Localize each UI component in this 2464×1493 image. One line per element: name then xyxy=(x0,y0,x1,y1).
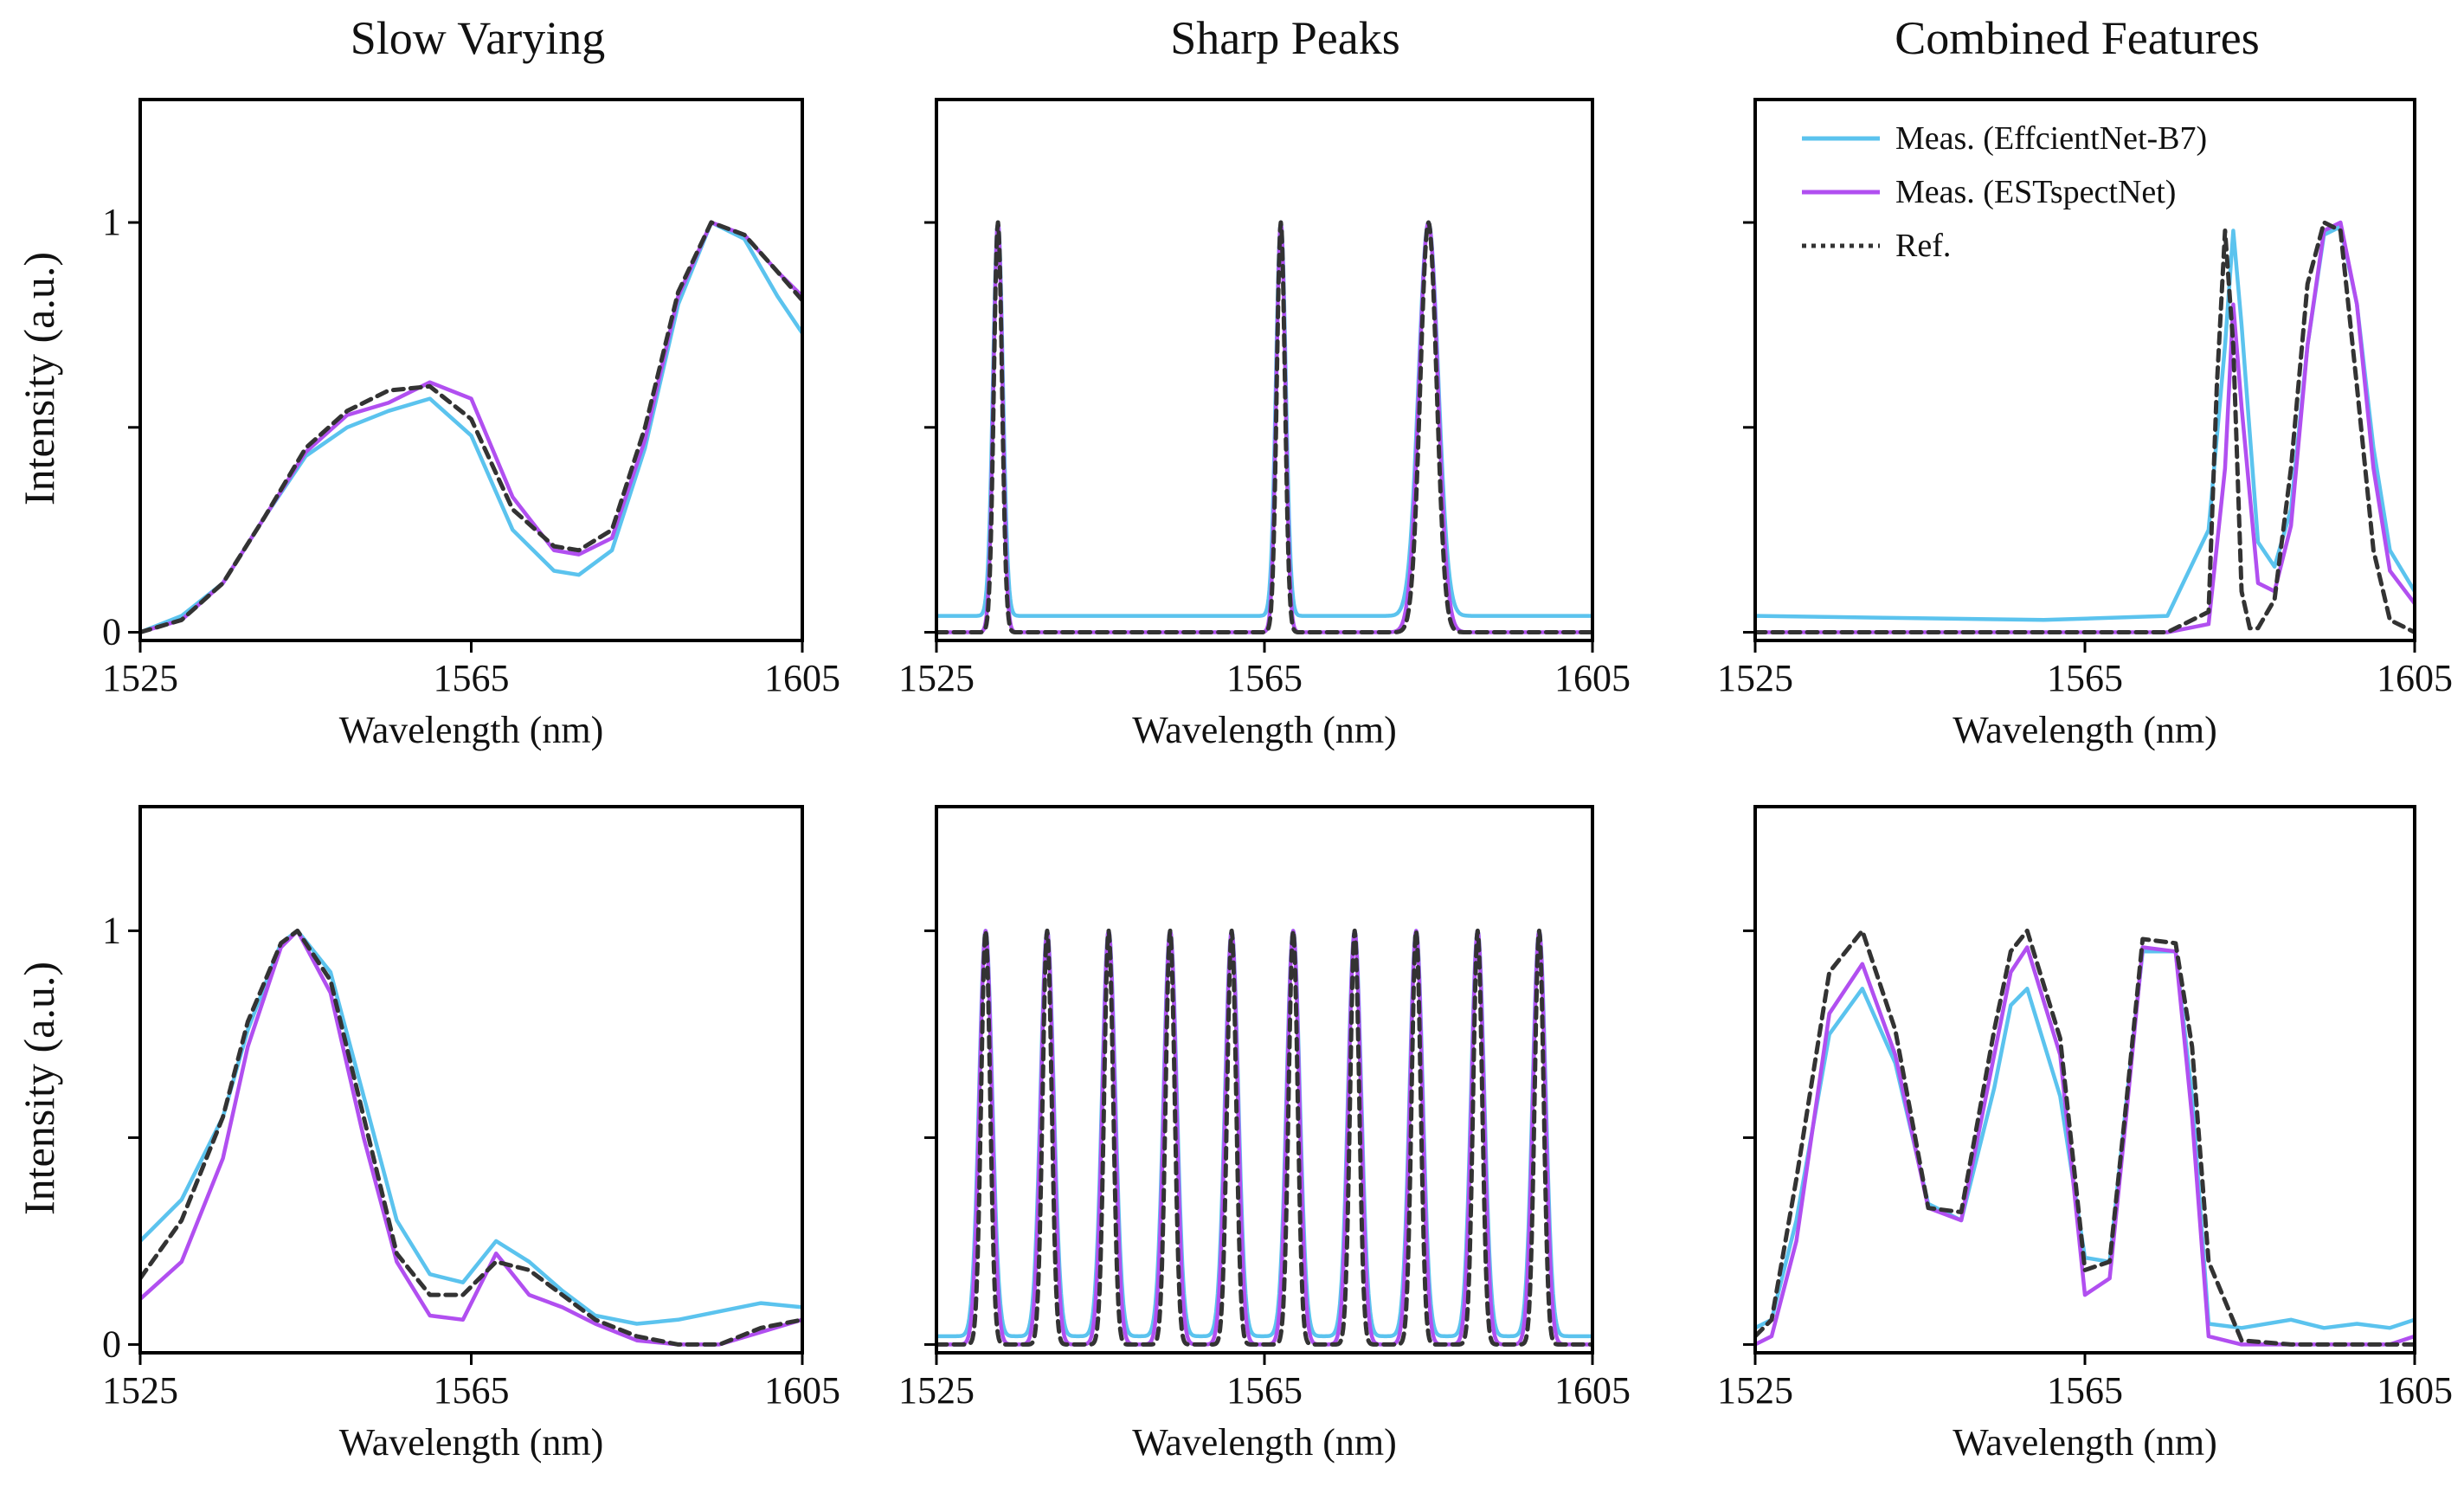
x-tick-label: 1525 xyxy=(102,1369,178,1412)
x-tick-label: 1565 xyxy=(2047,1369,2123,1412)
x-tick-label: 1525 xyxy=(1717,657,1793,699)
legend-label-efficientnet: Meas. (EffcientNet-B7) xyxy=(1895,120,2207,157)
y-axis-label: Intensity (a.u.) xyxy=(15,252,63,505)
x-tick-label: 1565 xyxy=(434,657,510,699)
x-tick-label: 1525 xyxy=(102,657,178,699)
series-estspectnet-r1c2 xyxy=(936,220,1592,634)
column-title-3: Combined Features xyxy=(1895,12,2259,64)
panel-r2c1: 1525 1565 1605 0 1 Wavelength (nm) Intensity (… xyxy=(15,805,840,1464)
panel-r2c2: 1525 1565 1605 Wavelength (nm) xyxy=(898,805,1631,1464)
series-efficientnet-r2c1 xyxy=(140,929,802,1326)
x-tick-label: 1605 xyxy=(764,657,840,699)
panel-r1c1: 1525 1565 1605 0 1 Wavelength (nm) Intensity (… xyxy=(15,98,840,751)
x-tick-label: 1605 xyxy=(764,1369,840,1412)
x-axis-label: Wavelength (nm) xyxy=(1132,1421,1397,1464)
panel-r1c2: 1525 1565 1605 Wavelength (nm) xyxy=(898,98,1631,751)
legend: Meas. (EffcientNet-B7) Meas. (ESTspectNe… xyxy=(1802,120,2207,264)
y-tick-label: 0 xyxy=(102,611,121,653)
series-reference-r1c2 xyxy=(936,220,1592,634)
panel-r1c3: 1525 1565 1605 Wavelength (nm) xyxy=(1717,98,2453,751)
panels: 1525 1565 1605 0 1 Wavelength (nm) Intensity (… xyxy=(15,98,2453,1464)
x-tick-label: 1565 xyxy=(1226,1369,1303,1412)
y-axis-label: Intensity (a.u.) xyxy=(15,962,63,1215)
x-axis-label: Wavelength (nm) xyxy=(1132,709,1397,751)
x-axis-label: Wavelength (nm) xyxy=(339,709,604,751)
x-axis-label: Wavelength (nm) xyxy=(339,1421,604,1464)
x-tick-label: 1565 xyxy=(1226,657,1303,699)
series-reference-r1c3 xyxy=(1755,220,2415,634)
series-estspectnet-r1c1 xyxy=(140,220,802,634)
series-reference-r2c2 xyxy=(936,928,1592,1347)
panel-r2c3: 1525 1565 1605 Wavelength (nm) xyxy=(1717,805,2453,1464)
series-efficientnet-r1c1 xyxy=(140,220,802,634)
y-tick-label: 1 xyxy=(102,909,121,951)
x-tick-label: 1605 xyxy=(1554,1369,1631,1412)
y-tick-label: 1 xyxy=(102,201,121,243)
column-title-2: Sharp Peaks xyxy=(1170,12,1399,64)
series-reference-r2c3 xyxy=(1755,928,2415,1347)
x-tick-label: 1605 xyxy=(1554,657,1631,699)
x-tick-label: 1565 xyxy=(2047,657,2123,699)
x-axis-label: Wavelength (nm) xyxy=(1953,709,2217,751)
x-tick-label: 1525 xyxy=(1717,1369,1793,1412)
legend-label-estspectnet: Meas. (ESTspectNet) xyxy=(1895,174,2176,210)
column-title-1: Slow Varying xyxy=(351,12,606,64)
x-axis-label: Wavelength (nm) xyxy=(1953,1421,2217,1464)
series-efficientnet-r1c2 xyxy=(936,220,1592,618)
x-tick-label: 1605 xyxy=(2377,1369,2453,1412)
series-reference-r1c1 xyxy=(140,220,802,634)
x-tick-label: 1525 xyxy=(898,657,975,699)
series-estspectnet-r1c3 xyxy=(1755,220,2415,634)
x-tick-label: 1565 xyxy=(434,1369,510,1412)
series-estspectnet-r2c3 xyxy=(1755,945,2415,1347)
x-tick-label: 1525 xyxy=(898,1369,975,1412)
plot-frame xyxy=(935,98,1594,642)
legend-label-reference: Ref. xyxy=(1895,228,1951,264)
y-tick-label: 0 xyxy=(102,1322,121,1365)
series-reference-r2c1 xyxy=(140,928,802,1347)
series-estspectnet-r2c1 xyxy=(140,929,802,1347)
series-estspectnet-r2c2 xyxy=(936,929,1592,1347)
x-tick-label: 1605 xyxy=(2377,657,2453,699)
